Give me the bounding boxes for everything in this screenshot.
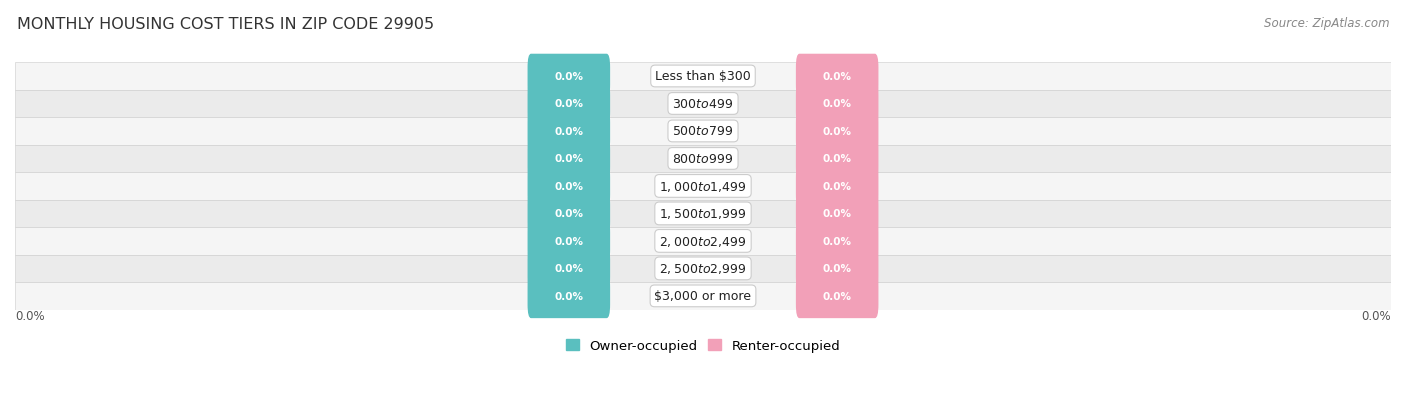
Text: 0.0%: 0.0%	[823, 154, 852, 164]
FancyBboxPatch shape	[796, 137, 879, 181]
Text: 0.0%: 0.0%	[1361, 309, 1391, 323]
Text: 0.0%: 0.0%	[554, 99, 583, 109]
Text: 0.0%: 0.0%	[554, 236, 583, 246]
Bar	[15, 90, 1391, 118]
FancyBboxPatch shape	[796, 55, 879, 99]
Text: $1,000 to $1,499: $1,000 to $1,499	[659, 180, 747, 193]
Text: $300 to $499: $300 to $499	[672, 98, 734, 111]
Text: $2,500 to $2,999: $2,500 to $2,999	[659, 262, 747, 276]
Text: 0.0%: 0.0%	[554, 209, 583, 219]
Text: 0.0%: 0.0%	[823, 291, 852, 301]
Text: 0.0%: 0.0%	[823, 209, 852, 219]
Bar	[15, 228, 1391, 255]
Bar	[15, 145, 1391, 173]
FancyBboxPatch shape	[796, 192, 879, 236]
Bar	[15, 200, 1391, 228]
Text: 0.0%: 0.0%	[823, 264, 852, 274]
FancyBboxPatch shape	[527, 192, 610, 236]
Text: 0.0%: 0.0%	[554, 127, 583, 137]
Text: 0.0%: 0.0%	[15, 309, 45, 323]
FancyBboxPatch shape	[796, 164, 879, 209]
Text: MONTHLY HOUSING COST TIERS IN ZIP CODE 29905: MONTHLY HOUSING COST TIERS IN ZIP CODE 2…	[17, 17, 434, 31]
FancyBboxPatch shape	[796, 109, 879, 154]
Text: 0.0%: 0.0%	[554, 264, 583, 274]
FancyBboxPatch shape	[796, 247, 879, 291]
Bar	[15, 63, 1391, 90]
FancyBboxPatch shape	[527, 137, 610, 181]
FancyBboxPatch shape	[796, 274, 879, 318]
Text: Less than $300: Less than $300	[655, 70, 751, 83]
Text: Source: ZipAtlas.com: Source: ZipAtlas.com	[1264, 17, 1389, 29]
Bar	[15, 282, 1391, 310]
FancyBboxPatch shape	[527, 219, 610, 263]
FancyBboxPatch shape	[527, 247, 610, 291]
Text: 0.0%: 0.0%	[554, 291, 583, 301]
Text: 0.0%: 0.0%	[823, 99, 852, 109]
FancyBboxPatch shape	[796, 219, 879, 263]
Legend: Owner-occupied, Renter-occupied: Owner-occupied, Renter-occupied	[560, 334, 846, 358]
Text: 0.0%: 0.0%	[554, 72, 583, 82]
Bar	[15, 118, 1391, 145]
Text: 0.0%: 0.0%	[823, 236, 852, 246]
FancyBboxPatch shape	[527, 274, 610, 318]
Text: $1,500 to $1,999: $1,500 to $1,999	[659, 207, 747, 221]
FancyBboxPatch shape	[527, 82, 610, 126]
FancyBboxPatch shape	[796, 82, 879, 126]
Text: 0.0%: 0.0%	[823, 127, 852, 137]
Text: $2,000 to $2,499: $2,000 to $2,499	[659, 234, 747, 248]
Text: 0.0%: 0.0%	[823, 181, 852, 192]
FancyBboxPatch shape	[527, 109, 610, 154]
Bar	[15, 255, 1391, 282]
Text: 0.0%: 0.0%	[554, 181, 583, 192]
Text: $3,000 or more: $3,000 or more	[655, 290, 751, 303]
Text: $500 to $799: $500 to $799	[672, 125, 734, 138]
Text: 0.0%: 0.0%	[554, 154, 583, 164]
Bar	[15, 173, 1391, 200]
FancyBboxPatch shape	[527, 55, 610, 99]
Text: $800 to $999: $800 to $999	[672, 152, 734, 166]
FancyBboxPatch shape	[527, 164, 610, 209]
Text: 0.0%: 0.0%	[823, 72, 852, 82]
